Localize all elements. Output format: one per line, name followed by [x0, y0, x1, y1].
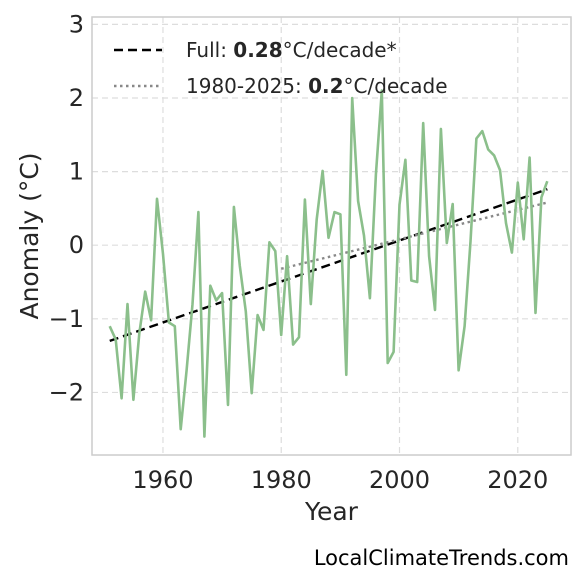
- grid: [92, 17, 571, 455]
- legend: Full: 0.28°C/decade* 1980-2025: 0.2°C/dec…: [114, 38, 448, 98]
- legend-label: 1980-2025: 0.2°C/decade: [186, 74, 448, 98]
- y-tick-labels: −2 −1 0 1 2 3: [49, 10, 84, 406]
- x-tick-labels: 1960 1980 2000 2020: [132, 466, 548, 494]
- x-tick-label: 1960: [132, 466, 193, 494]
- recent-trend-line: [280, 201, 548, 270]
- anomaly-series-line: [108, 89, 549, 438]
- trend-lines: [109, 188, 548, 343]
- series-lines: [108, 89, 549, 438]
- y-tick-label: −2: [49, 378, 84, 406]
- x-tick-label: 2020: [487, 466, 548, 494]
- y-tick-label: 1: [69, 158, 84, 186]
- legend-label: Full: 0.28°C/decade*: [186, 38, 397, 62]
- y-tick-label: 0: [69, 231, 84, 259]
- y-tick-label: −1: [49, 305, 84, 333]
- x-tick-label: 2000: [369, 466, 430, 494]
- x-axis-title: Year: [304, 497, 359, 526]
- source-label: LocalClimateTrends.com: [313, 546, 569, 570]
- x-tick-label: 1980: [251, 466, 312, 494]
- y-tick-label: 2: [69, 84, 84, 112]
- y-tick-label: 3: [69, 10, 84, 38]
- plot-frame: [91, 16, 572, 456]
- full-trend-line: [109, 188, 548, 343]
- y-axis-title: Anomaly (°C): [15, 152, 44, 319]
